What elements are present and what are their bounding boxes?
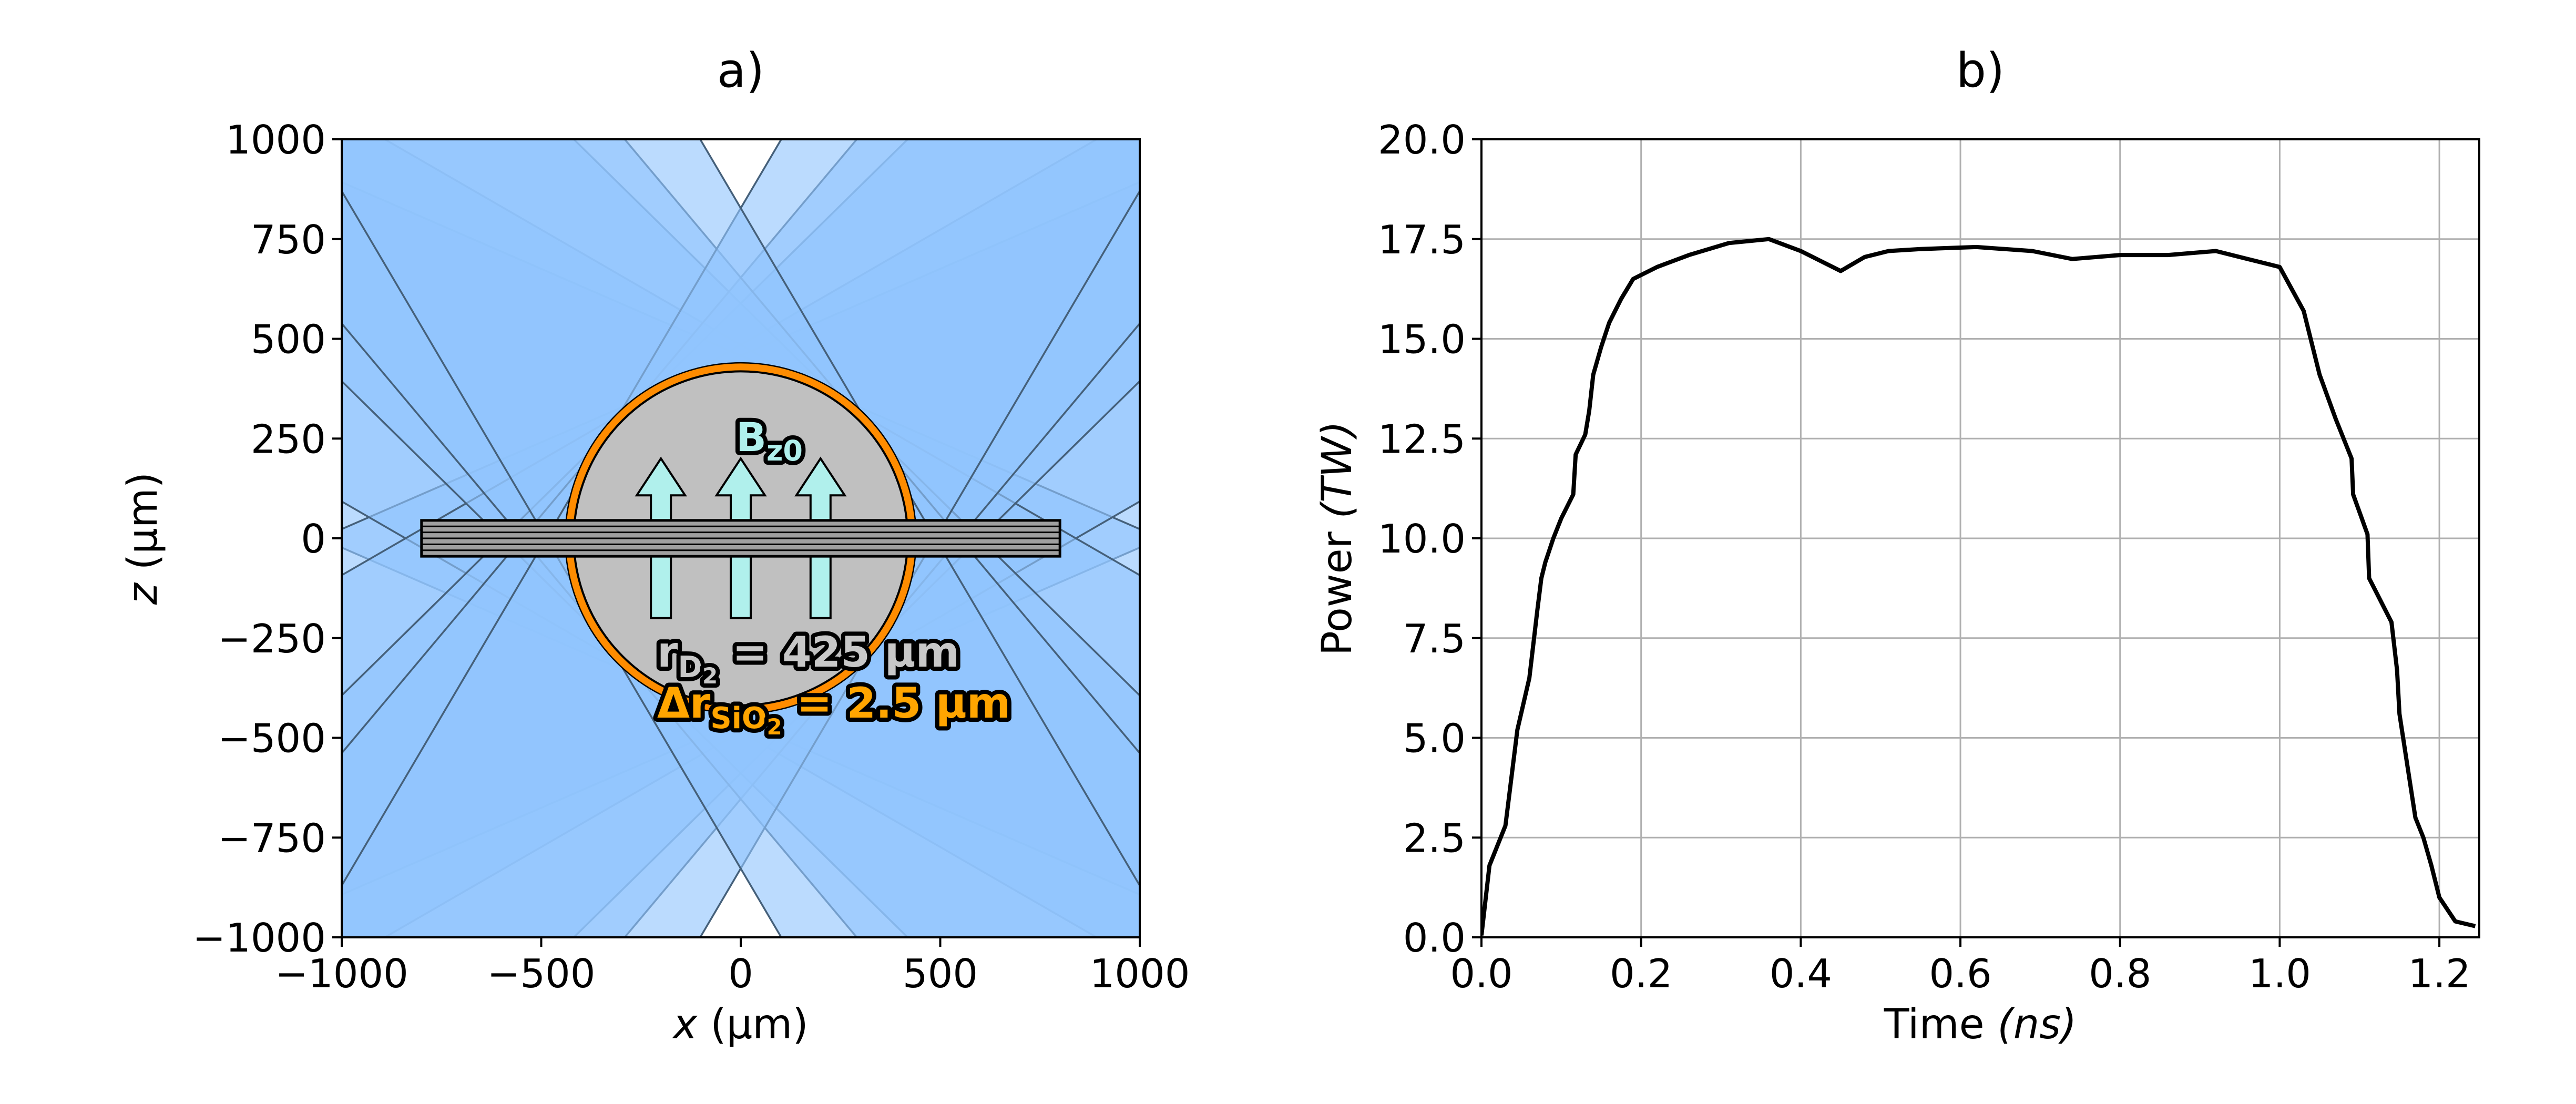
panel-a-xlabel: x (μm) xyxy=(671,1001,808,1048)
panel-b-ytick-label: 5.0 xyxy=(1403,715,1466,762)
panel-b-ytick-label: 7.5 xyxy=(1403,616,1466,662)
panel-b: b) 0.0 0.2 0.4 0.6 0.8 1.0 1.2 0.0 2.5 5.0 7.5 10.0… xyxy=(1314,43,2480,1048)
panel-b-ytick-label: 15.0 xyxy=(1378,316,1466,363)
panel-b-ytick-label: 2.5 xyxy=(1403,815,1466,861)
panel-b-ytick-label: 0.0 xyxy=(1403,915,1466,961)
panel-a-plot-area xyxy=(342,139,1140,937)
panel-a-ytick-label: 750 xyxy=(251,217,326,263)
panel-a-ytick-label: −750 xyxy=(218,815,326,861)
panel-a-ytick-label: 250 xyxy=(251,416,326,462)
panel-a-xtick-label: −1000 xyxy=(275,950,408,997)
panel-a-ylabel: z (μm) xyxy=(119,472,167,605)
panel-a-xtick-label: 0 xyxy=(728,950,753,997)
panel-b-ytick-label: 20.0 xyxy=(1378,117,1466,163)
panel-b-xtick-label: 0.8 xyxy=(2089,950,2151,997)
panel-a-ytick-label: 500 xyxy=(251,316,326,363)
panel-b-xtick-label: 0.2 xyxy=(1610,950,1672,997)
field-label: Bz0 xyxy=(736,414,803,467)
panel-b-grid xyxy=(1480,138,2479,938)
shell-label: ΔrSiO2 = 2.5 μm xyxy=(657,679,1010,740)
panel-b-xlabel: Time (ns) xyxy=(1884,1001,2077,1048)
panel-a-ytick-label: 0 xyxy=(301,516,326,562)
panel-b-xtick-label: 1.0 xyxy=(2248,950,2311,997)
panel-a: a) −1000 −500 0 500 1000 −1000 −750 −500 −250 0 25… xyxy=(119,43,1190,1048)
panel-a-xtick-label: 500 xyxy=(903,950,978,997)
panel-a-ticks: −1000 −500 0 500 1000 −1000 −750 −500 −250 0 250 50… xyxy=(192,117,1190,997)
panel-a-title: a) xyxy=(717,43,764,98)
panel-a-ytick-label: −500 xyxy=(218,715,326,762)
power-series-line xyxy=(1481,237,2476,936)
panel-a-ytick-label: −250 xyxy=(218,616,326,662)
panel-a-ytick-label: −1000 xyxy=(192,915,326,961)
target-bar xyxy=(420,519,1061,558)
panel-b-ticks: 0.0 0.2 0.4 0.6 0.8 1.0 1.2 0.0 2.5 5.0 7.5 10.0 12.… xyxy=(1378,117,2471,997)
panel-b-ytick-label: 10.0 xyxy=(1378,516,1466,562)
panel-b-ytick-label: 17.5 xyxy=(1378,217,1466,263)
panel-a-xtick-label: 1000 xyxy=(1090,950,1190,997)
panel-a-xtick-label: −500 xyxy=(487,950,596,997)
panel-b-ytick-label: 12.5 xyxy=(1378,416,1466,462)
panel-b-xtick-label: 0.6 xyxy=(1929,950,1991,997)
panel-a-ytick-label: 1000 xyxy=(226,117,326,163)
panel-b-xtick-label: 1.2 xyxy=(2408,950,2470,997)
panel-b-ylabel: Power (TW) xyxy=(1314,421,1361,656)
radius-label: rD2 = 425 μm xyxy=(657,628,959,689)
panel-b-xtick-label: 0.0 xyxy=(1450,950,1512,997)
panel-b-title: b) xyxy=(1956,43,2005,98)
panel-b-xtick-label: 0.4 xyxy=(1770,950,1832,997)
